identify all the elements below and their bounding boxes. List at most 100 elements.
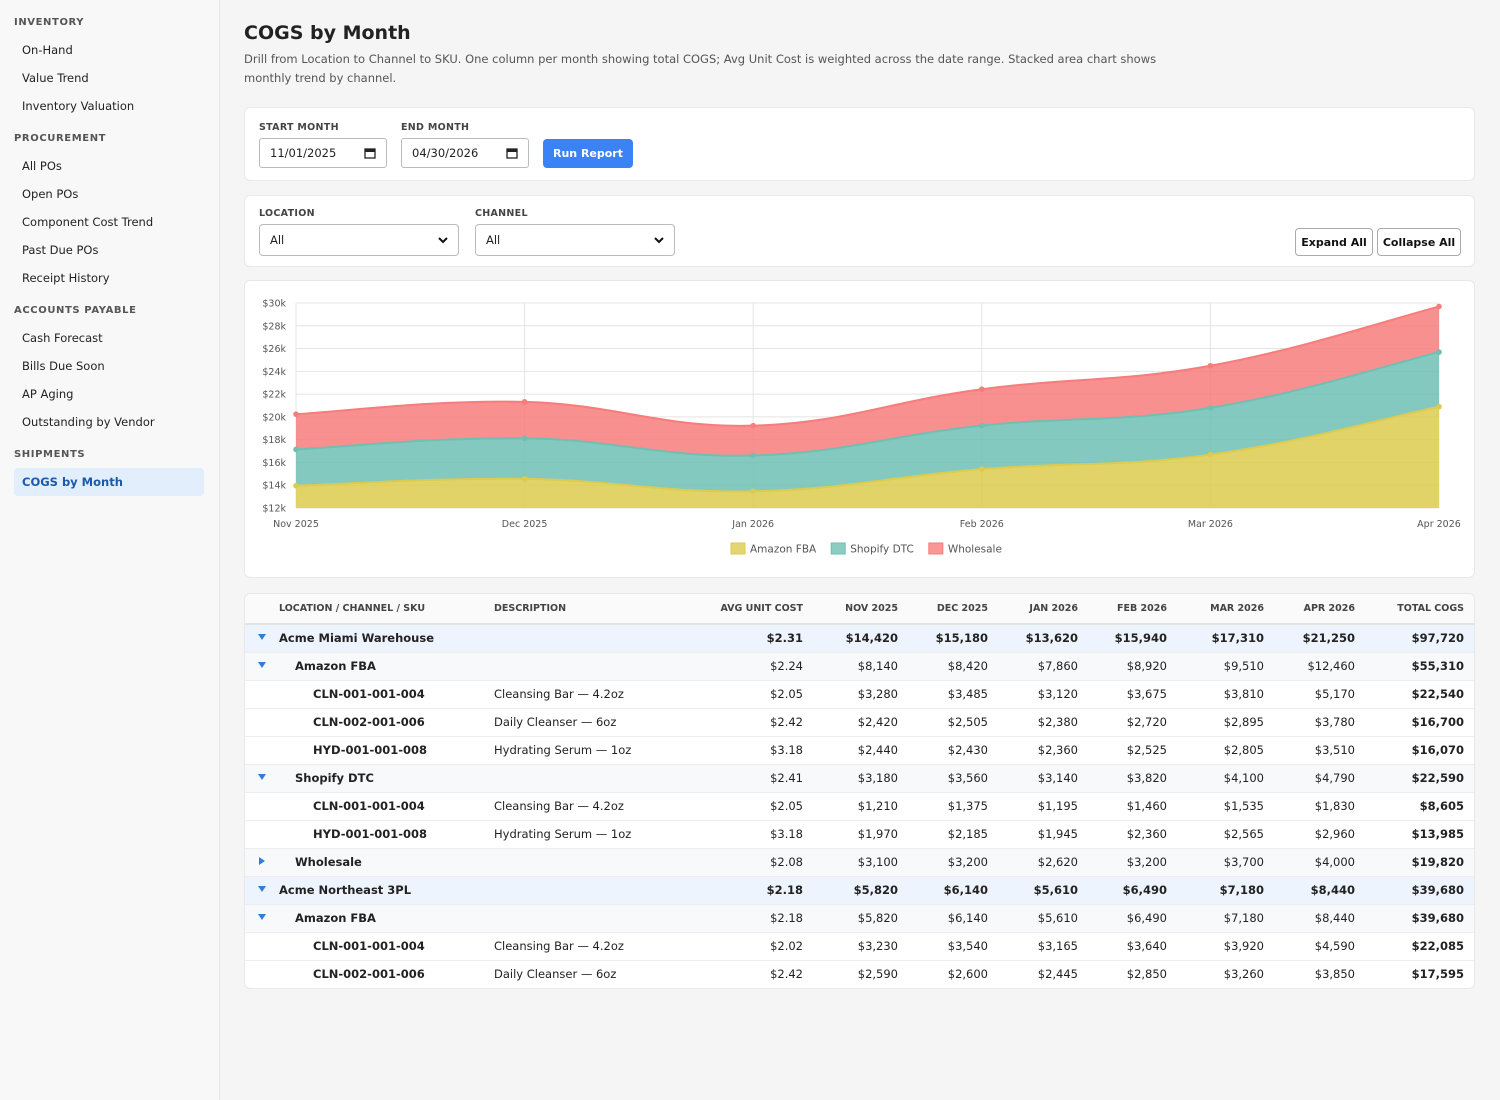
month-cell: $1,460 <box>1088 792 1177 821</box>
month-cell: $8,440 <box>1274 904 1365 933</box>
description-cell: Cleansing Bar — 4.2oz <box>494 932 674 961</box>
total-cell: $17,595 <box>1365 960 1474 988</box>
chart: $12k $14k $16k $18k $20k $22k $24k $26k $28k $30k… <box>262 299 1460 556</box>
table-card: LOCATION / CHANNEL / SKU DESCRIPTION AVG U… <box>244 593 1475 989</box>
nav-item[interactable]: Value Trend <box>22 71 89 85</box>
toggle-cell <box>245 876 279 905</box>
ch-row: Amazon FBA $2.24 $8,140 $8,420 $7,860 $8,920 $… <box>245 652 1474 681</box>
triangle <box>259 857 265 865</box>
total-cell: $97,720 <box>1365 624 1474 653</box>
month-cell: $3,510 <box>1274 736 1365 765</box>
x-tick-label: Nov 2025 <box>273 519 319 530</box>
triangle <box>258 886 266 892</box>
nav-section-title: PROCUREMENT <box>14 133 107 144</box>
nav-item[interactable]: Component Cost Trend <box>22 215 154 229</box>
total-cell: $22,590 <box>1365 764 1474 793</box>
month-cell: $1,535 <box>1177 792 1274 821</box>
y-tick-label: $14k <box>262 481 286 492</box>
header-cell: APR 2026 <box>1274 594 1365 625</box>
collapse-icon[interactable] <box>257 632 267 642</box>
filters-card: LOCATION All CHANNEL All Expand All Coll… <box>244 195 1475 267</box>
chart-card: $12k $14k $16k $18k $20k $22k $24k $26k $28k $30k… <box>244 280 1475 578</box>
nav-item[interactable]: Outstanding by Vendor <box>22 415 155 429</box>
month-cell: $4,790 <box>1274 764 1365 793</box>
calendar-icon <box>506 148 518 159</box>
month-cell: $2,895 <box>1177 708 1274 737</box>
total-cell: $16,700 <box>1365 708 1474 737</box>
area-line <box>295 405 1440 493</box>
month-cell: $3,200 <box>908 848 998 877</box>
nav-item[interactable]: Open POs <box>22 187 79 201</box>
month-cell: $2,960 <box>1274 820 1365 849</box>
legend-label: Amazon FBA <box>750 544 817 556</box>
run-report-button[interactable]: Run Report <box>543 139 633 168</box>
month-cell: $8,140 <box>813 652 908 681</box>
y-tick-label: $16k <box>262 458 286 469</box>
legend-swatch <box>830 542 846 555</box>
month-cell: $6,140 <box>908 876 998 905</box>
nav-item[interactable]: AP Aging <box>22 387 74 401</box>
description-cell <box>494 624 674 653</box>
start-date-input[interactable]: 11/01/2025 <box>259 138 387 168</box>
avg-cost-cell: $2.05 <box>674 680 813 709</box>
chevron <box>654 237 664 244</box>
end-date-input[interactable]: 04/30/2026 <box>401 138 529 168</box>
main: COGS by Month Drill from Location to Cha… <box>244 0 1475 989</box>
toggle-cell <box>245 708 279 737</box>
nav-item[interactable]: Inventory Valuation <box>22 99 135 113</box>
nav-item[interactable]: Receipt History <box>22 271 110 285</box>
point <box>1207 405 1214 411</box>
avg-cost-cell: $2.05 <box>674 792 813 821</box>
expand-all-button[interactable]: Expand All <box>1295 228 1373 256</box>
month-cell: $3,260 <box>1177 960 1274 988</box>
point <box>521 435 528 442</box>
month-cell: $15,940 <box>1088 624 1177 653</box>
channel-select[interactable]: All <box>475 224 675 256</box>
nav-item[interactable]: COGS by Month <box>14 468 204 496</box>
x-tick-label: Dec 2025 <box>502 519 548 530</box>
month-cell: $4,590 <box>1274 932 1365 961</box>
collapse-all-button[interactable]: Collapse All <box>1377 228 1461 256</box>
x-tick-label: Mar 2026 <box>1188 519 1233 530</box>
value: 04/30/2026 <box>412 146 479 160</box>
ch-row: Shopify DTC $2.41 $3,180 $3,560 $3,140 $3,820… <box>245 764 1474 793</box>
nav-section-title: ACCOUNTS PAYABLE <box>14 305 137 316</box>
nav-item[interactable]: On-Hand <box>22 43 73 57</box>
header-cell: LOCATION / CHANNEL / SKU <box>279 594 494 625</box>
month-cell: $3,560 <box>908 764 998 793</box>
nav-item[interactable]: Bills Due Soon <box>22 359 105 373</box>
month-cell: $2,600 <box>908 960 998 988</box>
location-select[interactable]: All <box>259 224 459 256</box>
month-cell: $2,505 <box>908 708 998 737</box>
collapse-icon[interactable] <box>257 660 267 670</box>
nav-item[interactable]: All POs <box>22 159 62 173</box>
header-cell: TOTAL COGS <box>1365 594 1474 625</box>
point <box>979 386 985 393</box>
collapse-icon[interactable] <box>257 884 267 894</box>
point <box>293 446 299 453</box>
avg-cost-cell: $2.42 <box>674 960 813 988</box>
total-cell: $19,820 <box>1365 848 1474 877</box>
collapse-icon[interactable] <box>257 772 267 782</box>
point <box>293 482 299 489</box>
month-cell: $2,445 <box>998 960 1088 988</box>
nav-section: ACCOUNTS PAYABLE Cash Forecast Bills Due S… <box>0 305 219 436</box>
description-cell <box>494 652 674 681</box>
month-cell: $3,100 <box>813 848 908 877</box>
nav-item[interactable]: Cash Forecast <box>22 331 103 345</box>
month-cell: $2,430 <box>908 736 998 765</box>
total-cell: $39,680 <box>1365 876 1474 905</box>
nav-item[interactable]: Past Due POs <box>22 243 99 257</box>
x-tick-label: Feb 2026 <box>960 519 1004 530</box>
month-cell: $2,525 <box>1088 736 1177 765</box>
sku-row: CLN-002-001-006 Daily Cleanser — 6oz $2.42… <box>245 708 1474 737</box>
date-range-card: START MONTH 11/01/2025 END MONTH 04/30/2… <box>244 107 1475 181</box>
label: LOCATION <box>259 208 315 219</box>
expand-icon[interactable] <box>257 856 267 866</box>
month-cell: $3,165 <box>998 932 1088 961</box>
page-title: COGS by Month <box>244 22 411 44</box>
month-cell: $5,610 <box>998 904 1088 933</box>
sku-row: HYD-001-001-008 Hydrating Serum — 1oz $3.1… <box>245 736 1474 765</box>
collapse-icon[interactable] <box>257 912 267 922</box>
